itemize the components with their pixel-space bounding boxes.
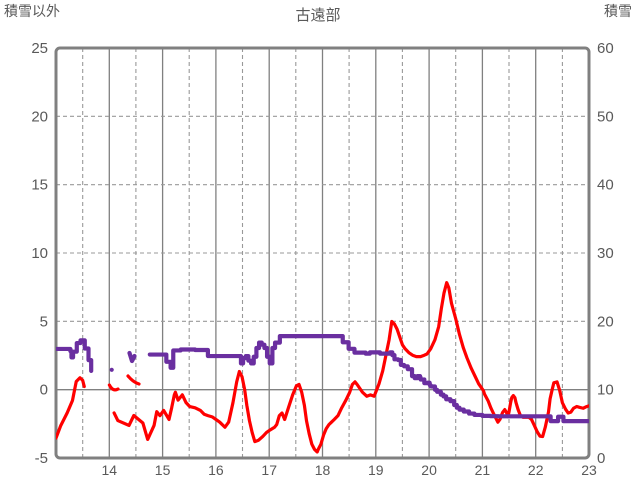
svg-text:19: 19	[368, 462, 384, 478]
svg-text:18: 18	[315, 462, 331, 478]
svg-text:25: 25	[31, 40, 48, 57]
svg-text:50: 50	[597, 108, 614, 125]
svg-text:10: 10	[31, 245, 48, 262]
svg-text:17: 17	[261, 462, 277, 478]
svg-text:30: 30	[597, 245, 614, 262]
svg-text:23: 23	[581, 462, 597, 478]
svg-text:20: 20	[421, 462, 437, 478]
svg-text:5: 5	[40, 313, 48, 330]
svg-text:60: 60	[597, 40, 614, 57]
svg-text:0: 0	[597, 450, 605, 467]
svg-text:-5: -5	[35, 450, 48, 467]
svg-text:15: 15	[155, 462, 171, 478]
svg-text:15: 15	[31, 177, 48, 194]
svg-text:22: 22	[528, 462, 544, 478]
svg-text:0: 0	[40, 382, 48, 399]
svg-text:40: 40	[597, 177, 614, 194]
svg-text:16: 16	[208, 462, 224, 478]
svg-text:10: 10	[597, 382, 614, 399]
svg-text:20: 20	[597, 313, 614, 330]
svg-text:古遠部: 古遠部	[295, 7, 340, 24]
svg-text:積雪: 積雪	[604, 3, 632, 19]
svg-text:積雪以外: 積雪以外	[4, 3, 60, 19]
svg-text:20: 20	[31, 108, 48, 125]
svg-text:21: 21	[475, 462, 491, 478]
svg-text:14: 14	[102, 462, 118, 478]
